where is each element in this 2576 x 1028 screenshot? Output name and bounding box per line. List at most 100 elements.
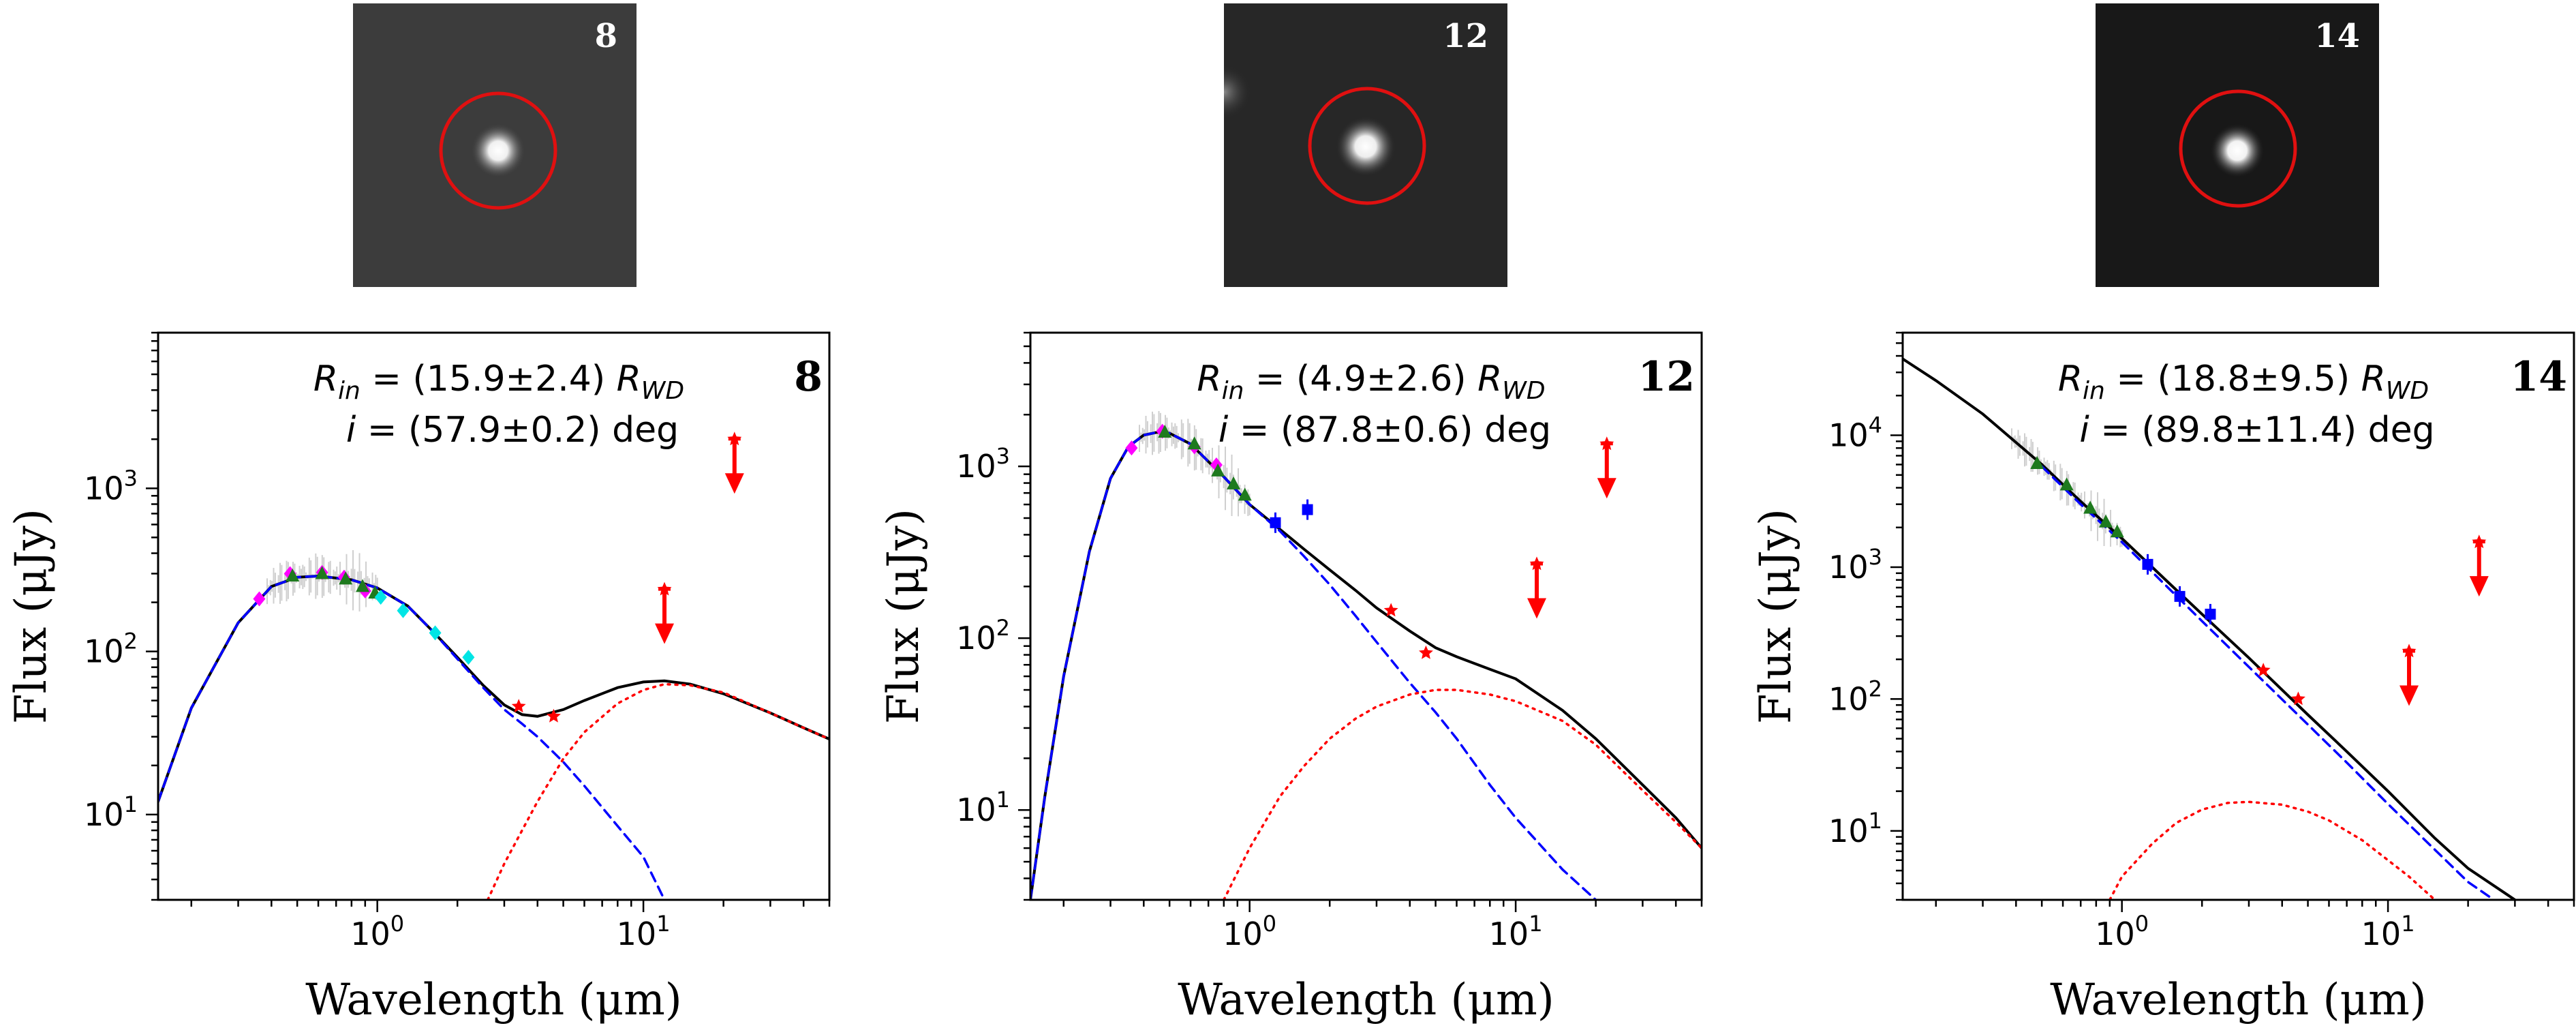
photometry-point bbox=[315, 566, 329, 579]
upper-limit-arrow bbox=[1597, 436, 1616, 499]
photometry-point bbox=[2099, 514, 2113, 528]
model-disk bbox=[2109, 800, 2436, 900]
model-disk bbox=[486, 682, 829, 900]
photometry-point bbox=[2291, 691, 2305, 706]
y-tick-label: 102 bbox=[956, 615, 1010, 656]
y-axis-label: Flux (μJy) bbox=[878, 509, 929, 724]
x-axis-label: Wavelength (μm) bbox=[305, 975, 681, 1025]
stamp-graphic-8 bbox=[353, 3, 637, 287]
y-tick-label: 102 bbox=[1828, 676, 1882, 717]
upper-limit-arrow bbox=[724, 432, 744, 494]
photometry-point bbox=[2083, 500, 2098, 514]
stamp-graphic-14 bbox=[2096, 3, 2379, 287]
photometry-point bbox=[1302, 504, 1313, 515]
model-total-model bbox=[1903, 357, 2517, 900]
sed-panel-12: 100 101 101 102 103 Wavelength (μm) Flux (μJy)… bbox=[878, 331, 1703, 1025]
photometry-point bbox=[339, 571, 353, 585]
stamp-image-14: 14 bbox=[2096, 3, 2379, 287]
axis-ticks bbox=[146, 331, 831, 912]
aperture-circle-12 bbox=[1308, 87, 1426, 205]
photometry-point bbox=[397, 603, 410, 618]
x-axis-label: Wavelength (μm) bbox=[1178, 975, 1554, 1025]
photometry-point bbox=[2030, 456, 2044, 470]
x-tick-label: 101 bbox=[2361, 911, 2415, 952]
spectrum-trace bbox=[266, 550, 378, 611]
photometry-point bbox=[2174, 590, 2186, 602]
y-tick-label: 101 bbox=[84, 791, 138, 833]
photometry-point bbox=[547, 708, 561, 723]
fit-annotation-inclination: i = (87.8±0.6) deg bbox=[1218, 410, 1551, 451]
photometry-point bbox=[2059, 477, 2074, 491]
fit-annotation-rin: Rin = (18.8±9.5) RWD bbox=[2058, 359, 2429, 405]
panel-label: 8 bbox=[794, 353, 823, 401]
fit-annotation-inclination: i = (89.8±11.4) deg bbox=[2079, 410, 2434, 451]
stamp-label-8: 8 bbox=[594, 17, 617, 55]
photometry-point bbox=[429, 625, 442, 641]
axis-ticks bbox=[1890, 331, 2575, 912]
photometry-point bbox=[511, 699, 526, 713]
photometry-point bbox=[286, 568, 300, 581]
axis-ticks bbox=[1018, 331, 1703, 912]
photometry-point bbox=[1125, 440, 1138, 456]
photometry-point bbox=[2205, 608, 2216, 620]
model-white-dwarf bbox=[2040, 465, 2496, 900]
model-total-model bbox=[1030, 431, 1702, 900]
fit-annotation-inclination: i = (57.9±0.2) deg bbox=[346, 410, 679, 451]
photometry-point bbox=[1158, 425, 1172, 438]
stamp-image-8: 8 bbox=[353, 3, 637, 287]
photometry-point bbox=[2110, 524, 2124, 538]
y-tick-label: 103 bbox=[84, 465, 138, 507]
plot-area bbox=[158, 432, 829, 900]
aperture-circle-14 bbox=[2179, 89, 2297, 208]
x-axis-label: Wavelength (μm) bbox=[2050, 975, 2426, 1025]
model-disk bbox=[1223, 689, 1702, 900]
sed-panel-14: 100 101 101 102 103 104 Wavelength (μm) Flux (μ… bbox=[1751, 331, 2575, 1025]
stamp-image-12: 12 bbox=[1224, 3, 1507, 287]
photometry-point bbox=[2256, 663, 2271, 677]
photometry-point bbox=[1270, 517, 1281, 528]
x-tick-label: 100 bbox=[350, 911, 404, 952]
y-tick-label: 101 bbox=[1828, 808, 1882, 849]
panel-label: 14 bbox=[2511, 353, 2568, 401]
upper-limit-arrow bbox=[2469, 534, 2489, 597]
stamp-label-14: 14 bbox=[2314, 17, 2360, 55]
aperture-circle-8 bbox=[439, 91, 557, 210]
stamp-graphic-12 bbox=[1224, 3, 1507, 287]
upper-limit-arrow bbox=[2399, 644, 2419, 706]
y-tick-label: 103 bbox=[1828, 544, 1882, 586]
photometry-point bbox=[2142, 558, 2153, 570]
plot-area bbox=[1030, 410, 1702, 900]
panel-label: 12 bbox=[1638, 353, 1696, 401]
photometry-point bbox=[1227, 476, 1241, 489]
photometry-point bbox=[1187, 436, 1201, 450]
plot-frame bbox=[1029, 331, 1703, 901]
y-tick-label: 101 bbox=[956, 787, 1010, 828]
upper-limit-arrow bbox=[655, 581, 675, 644]
plot-frame bbox=[1901, 331, 2575, 901]
stamp-label-12: 12 bbox=[1443, 17, 1488, 55]
upper-limit-arrow bbox=[1527, 556, 1547, 619]
photometry-point bbox=[1211, 463, 1225, 477]
y-tick-label: 102 bbox=[84, 629, 138, 670]
plot-frame bbox=[157, 331, 831, 901]
plot-area bbox=[1903, 357, 2517, 900]
model-white-dwarf bbox=[1030, 431, 1597, 900]
x-tick-label: 101 bbox=[617, 911, 671, 952]
model-total-model bbox=[158, 574, 829, 803]
y-axis-label: Flux (μJy) bbox=[1751, 509, 1801, 724]
y-axis-label: Flux (μJy) bbox=[6, 509, 57, 724]
photometry-point bbox=[1419, 645, 1433, 659]
fit-annotation-rin: Rin = (15.9±2.4) RWD bbox=[313, 359, 684, 405]
model-white-dwarf bbox=[158, 575, 666, 900]
photometry-point bbox=[374, 590, 387, 605]
y-tick-label: 104 bbox=[1828, 412, 1882, 454]
sed-panel-8: 100 101 101 102 103 Wavelength (μm) Flux (μJy)… bbox=[6, 331, 831, 1025]
x-tick-label: 101 bbox=[1489, 911, 1543, 952]
fit-annotation-rin: Rin = (4.9±2.6) RWD bbox=[1197, 359, 1545, 405]
x-tick-label: 100 bbox=[2095, 911, 2149, 952]
photometry-point bbox=[253, 591, 266, 607]
y-tick-label: 103 bbox=[956, 443, 1010, 485]
photometry-point bbox=[1238, 487, 1252, 501]
photometry-point bbox=[462, 650, 475, 665]
